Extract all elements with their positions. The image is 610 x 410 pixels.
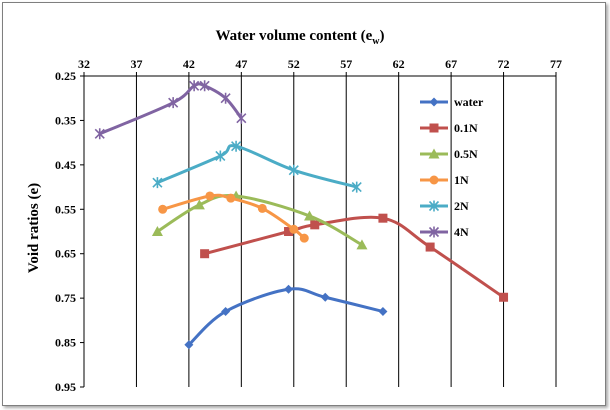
data-point: [428, 200, 440, 212]
data-point: [151, 226, 163, 236]
data-point: [215, 150, 226, 162]
data-point: [284, 227, 294, 236]
data-point: [200, 249, 210, 259]
x-tick-label: 62: [393, 57, 405, 71]
y-tick-label: 0.65: [55, 247, 76, 261]
y-tick-label: 0.35: [55, 113, 76, 127]
data-point: [184, 340, 194, 350]
data-point: [289, 224, 299, 234]
series-4n: [94, 80, 247, 140]
legend: water 0.1N 0.5N 1N 2N 4N: [420, 95, 484, 239]
data-point: [499, 292, 509, 302]
x-tick-label: 42: [183, 57, 195, 71]
data-point: [425, 242, 435, 252]
series-line: [156, 144, 358, 189]
y-tick-label: 0.25: [55, 69, 76, 83]
y-tick-label: 0.75: [55, 291, 76, 305]
data-point: [378, 306, 388, 316]
x-tick-label: 47: [235, 57, 247, 71]
data-point: [428, 226, 440, 238]
y-tick-label: 0.45: [55, 158, 76, 172]
x-tick-label: 37: [130, 57, 142, 71]
data-point: [221, 306, 231, 316]
chart-frame: [2, 2, 606, 406]
data-point: [231, 140, 242, 152]
y-tick-label: 0.95: [55, 380, 76, 394]
series-2n: [152, 140, 362, 193]
data-point: [168, 97, 179, 109]
x-tick-label: 52: [288, 57, 300, 71]
x-tick-label: 32: [78, 57, 90, 71]
data-point: [310, 220, 320, 230]
y-axis-title: Void ratios (e): [26, 183, 42, 273]
data-point: [199, 80, 210, 92]
data-point: [320, 292, 330, 302]
data-point: [257, 203, 267, 213]
legend-label: 0.1N: [454, 121, 478, 135]
x-tick-label: 72: [498, 57, 510, 71]
data-point: [236, 112, 247, 124]
x-axis-title: Water volume content (ew): [215, 28, 384, 47]
data-point: [220, 92, 231, 104]
data-point: [429, 97, 439, 107]
y-tick-label: 0.85: [55, 336, 76, 350]
data-point: [429, 123, 439, 133]
data-point: [288, 164, 299, 176]
data-point: [189, 80, 200, 92]
data-point: [428, 148, 440, 159]
series-line: [187, 287, 384, 346]
legend-label: 2N: [454, 199, 469, 213]
legend-label: 0.5N: [454, 147, 478, 161]
data-point: [299, 233, 309, 243]
data-point: [356, 239, 368, 250]
data-point: [205, 191, 215, 201]
series-line: [204, 215, 505, 299]
series-01n: [200, 213, 509, 302]
data-point: [158, 204, 168, 214]
data-point: [284, 284, 294, 294]
x-tick-label: 57: [340, 57, 352, 71]
data-point: [94, 128, 105, 140]
x-tick-label: 77: [550, 57, 562, 71]
data-point: [429, 175, 439, 185]
y-tick-label: 0.55: [55, 202, 76, 216]
legend-label: 4N: [454, 225, 469, 239]
x-tick-label: 67: [445, 57, 457, 71]
data-point: [304, 210, 316, 221]
legend-label: water: [454, 95, 484, 109]
data-point: [152, 177, 163, 189]
data-point: [193, 199, 205, 210]
series-05n: [151, 190, 368, 250]
data-point: [378, 213, 388, 223]
data-point: [351, 181, 362, 193]
data-point: [226, 193, 236, 203]
series-water: [184, 284, 388, 350]
series-1n: [158, 191, 309, 243]
series-line: [99, 82, 243, 136]
legend-label: 1N: [454, 173, 469, 187]
